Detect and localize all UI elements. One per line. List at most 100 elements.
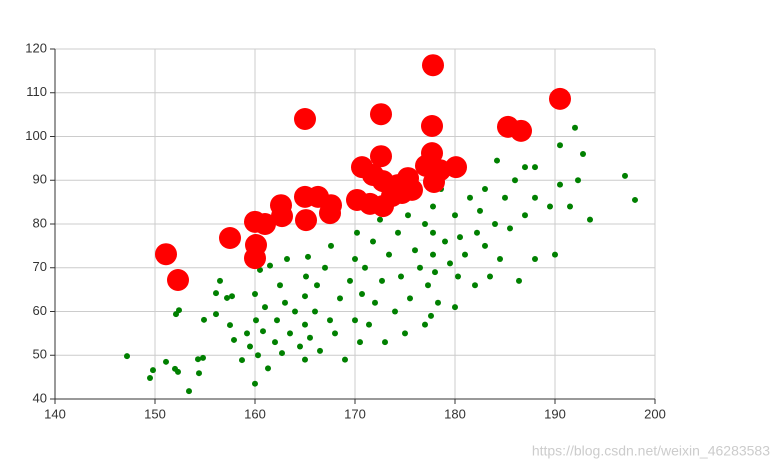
point [457,234,463,241]
point [124,353,130,360]
point [482,242,488,249]
point [305,253,311,260]
point [510,119,532,142]
point [292,308,298,315]
point [395,229,401,236]
point [512,177,518,184]
point [622,172,628,179]
y-tick-label: 100 [25,128,47,143]
point [253,317,259,324]
point [432,269,438,276]
point [357,339,363,346]
point [442,238,448,245]
point [294,108,316,130]
point [366,321,372,328]
point [229,293,235,300]
point [422,221,428,227]
point [557,142,563,149]
point [377,216,383,223]
point [175,368,181,375]
point [231,336,237,343]
point [507,225,513,232]
point [516,277,522,284]
point [455,273,461,280]
point [430,229,436,236]
point [150,367,156,374]
point [244,247,266,270]
point [401,178,423,201]
point [155,243,177,266]
point [430,251,436,258]
point [547,203,553,210]
point [452,212,458,219]
y-tick-label: 80 [33,215,47,230]
point [195,356,201,363]
point [239,357,245,364]
point [284,256,290,262]
point [379,277,385,284]
point [227,322,233,329]
point [320,194,342,217]
point [252,291,258,297]
x-tick-label: 180 [444,406,466,421]
point [342,356,348,363]
point [402,330,408,337]
point [347,277,353,284]
watermark: https://blog.csdn.net/weixin_46283583 [532,443,770,459]
point [247,343,253,350]
point [328,242,334,249]
point [407,295,413,302]
y-tick-label: 40 [33,390,47,405]
point [262,304,268,311]
point [421,115,443,137]
point [255,352,261,359]
point [580,151,586,157]
point [337,295,343,302]
point [213,290,219,297]
y-tick-label: 120 [25,40,47,55]
point [472,282,478,289]
point [412,247,418,254]
point [502,194,508,201]
point [494,157,500,164]
point [575,177,581,184]
point [307,334,313,341]
point [522,212,528,219]
point [447,260,453,267]
point [421,142,443,165]
point [163,358,169,365]
point [277,282,283,289]
point [552,251,558,258]
point [282,299,288,306]
point [352,317,358,324]
point [274,317,280,324]
point [167,269,189,291]
x-tick-label: 160 [244,406,266,421]
point [314,282,320,289]
point [332,330,338,337]
point [422,54,444,77]
y-tick-label: 90 [33,172,47,187]
point [312,308,318,315]
point [201,316,207,323]
point [302,356,308,363]
point [370,103,392,126]
point [265,365,271,372]
point [200,354,206,361]
point [532,194,538,201]
point [549,87,571,110]
x-tick-label: 140 [44,406,66,421]
point [425,282,431,289]
point [370,145,392,168]
y-tick-label: 50 [33,347,47,362]
x-tick-label: 190 [544,406,566,421]
point [572,124,578,131]
point [196,370,202,377]
point [295,209,317,232]
point [302,321,308,328]
point [297,343,303,350]
point [632,196,638,203]
point [467,194,473,201]
point [405,212,411,219]
